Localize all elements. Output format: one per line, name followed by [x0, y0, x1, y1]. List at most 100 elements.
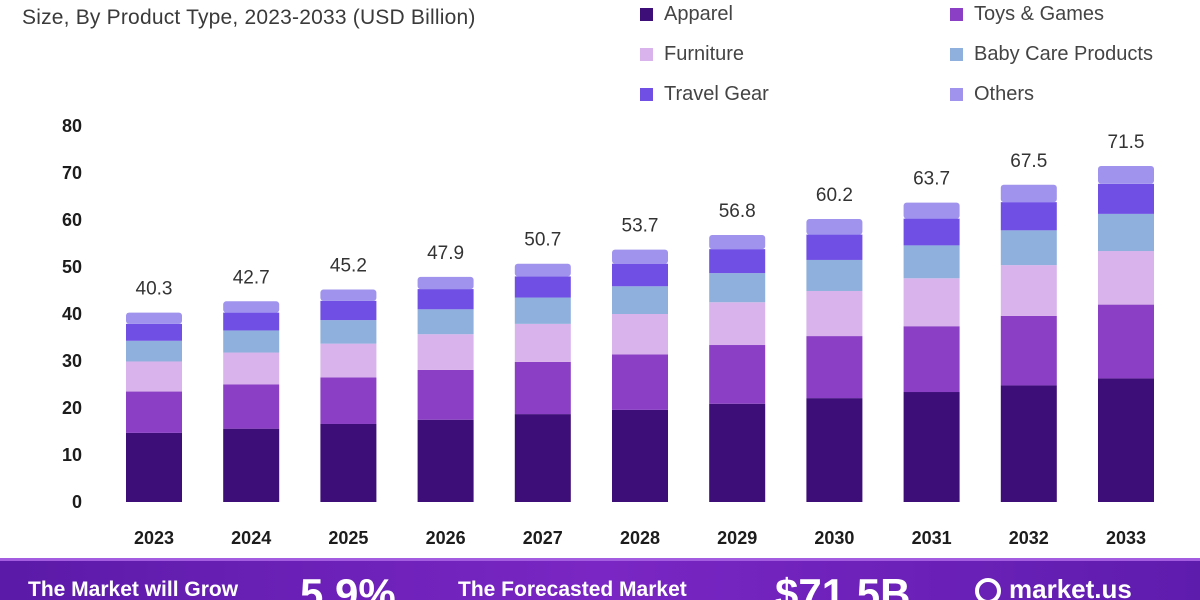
bar-segment-others [320, 289, 377, 301]
legend-item-toys-games: Toys & Games [950, 0, 1104, 28]
y-tick-label: 10 [62, 445, 82, 465]
footer-banner: The Market will Grow 5.9% The Forecasted… [0, 558, 1200, 600]
footer-growth-value: 5.9% [300, 570, 396, 600]
bar-segment-toys-games [612, 354, 668, 410]
bar-segment-baby-care-products [223, 330, 280, 353]
bar-segment-baby-care-products [612, 286, 668, 314]
legend-item-others: Others [950, 80, 1034, 108]
bar-segment-others [126, 312, 182, 324]
bar-segment-baby-care-products [320, 320, 377, 344]
total-label: 45.2 [330, 256, 367, 277]
bar-segment-baby-care-products [417, 309, 474, 335]
bar-segment-baby-care-products [806, 259, 863, 291]
bar-segment-toys-games [417, 369, 474, 420]
bar-segment-apparel [1000, 385, 1057, 502]
footer-growth-text: The Market will Grow [28, 578, 239, 600]
bar-segment-toys-games [320, 377, 377, 424]
total-label: 40.3 [136, 279, 173, 300]
x-tick-label: 2033 [1106, 528, 1146, 548]
bar-segment-apparel [612, 409, 668, 502]
bar-segment-travel-gear [709, 249, 766, 274]
total-label: 53.7 [622, 216, 659, 237]
bar-segment-toys-games [709, 345, 766, 404]
bar-segment-travel-gear [1000, 202, 1057, 231]
bar-segment-others [514, 263, 571, 277]
legend-label: Baby Care Products [974, 42, 1153, 65]
legend-label: Travel Gear [664, 82, 769, 105]
y-tick-label: 60 [62, 210, 82, 230]
bar-segment-others [1098, 165, 1154, 184]
footer-forecast-value: $71.5B [775, 570, 911, 600]
x-tick-label: 2023 [134, 528, 174, 548]
chart-subtitle: Size, By Product Type, 2023-2033 (USD Bi… [22, 6, 476, 29]
bar-segment-travel-gear [1098, 183, 1154, 214]
y-tick-label: 50 [62, 257, 82, 277]
x-tick-label: 2024 [231, 528, 271, 548]
x-tick-label: 2026 [426, 528, 466, 548]
legend-swatch [950, 47, 963, 61]
bar-segment-others [612, 249, 668, 264]
total-labels: 40.3 42.7 45.2 47.9 50.7 53.7 56.8 60.2 63.7 67.5… [136, 132, 1145, 300]
y-axis: 0 10 20 30 40 50 60 70 80 [62, 116, 82, 512]
x-tick-label: 2029 [717, 528, 757, 548]
bar-segment-furniture [709, 302, 766, 346]
bar-segment-travel-gear [223, 312, 280, 331]
legend: Apparel Toys & Games Furniture Baby Care Pr… [640, 0, 1180, 120]
bar-segment-baby-care-products [126, 340, 182, 362]
bar-segment-baby-care-products [514, 297, 571, 324]
x-tick-label: 2027 [523, 528, 563, 548]
bar-segment-toys-games [514, 361, 571, 415]
bar-segment-travel-gear [417, 289, 474, 310]
bar-stack-2023 [126, 312, 182, 502]
bar-segment-apparel [1098, 378, 1154, 502]
legend-item-travel-gear: Travel Gear [640, 80, 769, 108]
bar-stack-2028 [612, 249, 668, 502]
y-tick-label: 70 [62, 163, 82, 183]
total-label: 71.5 [1108, 132, 1145, 153]
bar-segment-travel-gear [806, 234, 863, 260]
bar-segment-others [1000, 184, 1057, 203]
bar-segment-apparel [223, 428, 280, 502]
bar-segment-baby-care-products [1098, 213, 1154, 252]
legend-item-apparel: Apparel [640, 0, 733, 28]
bar-stack-2024 [223, 301, 280, 502]
legend-label: Furniture [664, 42, 745, 65]
legend-swatch [640, 47, 653, 61]
bar-segment-furniture [1000, 265, 1057, 316]
bar-segment-furniture [903, 278, 960, 327]
legend-swatch [950, 7, 963, 21]
bar-segment-furniture [320, 343, 377, 378]
total-label: 50.7 [524, 230, 561, 251]
bar-segment-apparel [709, 403, 766, 502]
bar-segment-travel-gear [514, 276, 571, 298]
bar-segment-baby-care-products [903, 245, 960, 279]
bar-segment-others [903, 202, 960, 219]
legend-swatch [640, 7, 653, 21]
bar-segment-baby-care-products [709, 273, 766, 303]
footer-forecast-text: The Forecasted Market [458, 578, 687, 600]
bar-stack-2027 [514, 263, 571, 502]
bar-segment-toys-games [126, 391, 182, 433]
bar-segment-toys-games [223, 384, 280, 429]
bar-segment-furniture [806, 290, 863, 337]
legend-label: Apparel [664, 2, 733, 25]
y-tick-label: 20 [62, 398, 82, 418]
x-tick-label: 2032 [1009, 528, 1049, 548]
total-label: 42.7 [233, 267, 270, 288]
bar-segment-others [223, 301, 280, 313]
total-label: 60.2 [816, 185, 853, 206]
bars [126, 165, 1154, 502]
brand-mark-icon [975, 578, 1001, 600]
brand-logo: market.us [975, 574, 1132, 600]
legend-label: Toys & Games [974, 2, 1105, 25]
bar-stack-2031 [903, 202, 960, 502]
bar-segment-apparel [417, 419, 474, 502]
bar-segment-furniture [223, 352, 280, 385]
bar-segment-toys-games [1098, 304, 1154, 379]
total-label: 63.7 [913, 169, 950, 190]
bar-segment-apparel [126, 432, 182, 502]
bar-stack-2032 [1000, 184, 1057, 502]
total-label: 47.9 [427, 243, 464, 264]
bar-segment-furniture [514, 323, 571, 362]
